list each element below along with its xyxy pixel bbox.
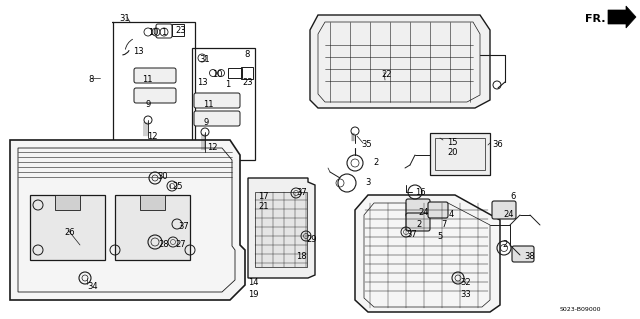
Text: 31: 31: [119, 14, 130, 23]
FancyBboxPatch shape: [134, 68, 176, 83]
Text: 19: 19: [248, 290, 259, 299]
Text: 18: 18: [296, 252, 307, 261]
Text: 11: 11: [142, 75, 152, 84]
Text: 14: 14: [248, 278, 259, 287]
Bar: [435, 138, 485, 170]
Text: 12: 12: [147, 132, 157, 141]
Text: 2: 2: [502, 240, 508, 249]
Text: 10: 10: [148, 28, 159, 37]
Text: 24: 24: [418, 208, 429, 217]
Text: 30: 30: [157, 172, 168, 181]
Text: 38: 38: [524, 252, 535, 261]
Text: 35: 35: [361, 140, 372, 149]
Text: 1: 1: [225, 80, 230, 89]
FancyBboxPatch shape: [428, 202, 448, 218]
Text: 13: 13: [197, 78, 207, 87]
Text: 34: 34: [87, 282, 98, 291]
Text: 10: 10: [212, 70, 223, 79]
Text: 20: 20: [447, 148, 458, 157]
Text: 29: 29: [306, 235, 317, 244]
Bar: [172, 24, 184, 36]
Text: 8: 8: [88, 75, 93, 84]
Text: 6: 6: [510, 192, 515, 201]
Text: 23: 23: [175, 26, 186, 35]
Text: 5: 5: [437, 232, 442, 241]
Text: 9: 9: [203, 118, 208, 127]
Text: S023-B09000: S023-B09000: [560, 307, 602, 312]
Text: 21: 21: [258, 202, 269, 211]
Text: 8: 8: [244, 50, 250, 59]
Polygon shape: [310, 15, 490, 108]
FancyBboxPatch shape: [194, 111, 240, 126]
Bar: [55, 195, 80, 210]
Text: 16: 16: [415, 188, 426, 197]
Bar: [30, 195, 105, 260]
Text: 1: 1: [161, 28, 166, 37]
Polygon shape: [355, 195, 500, 312]
Text: 37: 37: [178, 222, 189, 231]
Text: FR.: FR.: [585, 14, 605, 24]
FancyBboxPatch shape: [406, 199, 430, 217]
Text: 4: 4: [449, 210, 454, 219]
Text: 33: 33: [460, 290, 471, 299]
Text: 2: 2: [416, 220, 421, 229]
Text: 36: 36: [492, 140, 503, 149]
Text: 22: 22: [381, 70, 392, 79]
Text: 13: 13: [133, 47, 143, 56]
Text: 17: 17: [258, 192, 269, 201]
Polygon shape: [608, 6, 636, 28]
Text: 28: 28: [158, 240, 168, 249]
FancyBboxPatch shape: [134, 88, 176, 103]
Text: 25: 25: [172, 182, 182, 191]
Text: 26: 26: [64, 228, 75, 237]
Text: 23: 23: [242, 78, 253, 87]
FancyBboxPatch shape: [492, 201, 516, 219]
Text: 37: 37: [406, 230, 417, 239]
Text: 24: 24: [503, 210, 513, 219]
Polygon shape: [248, 178, 315, 278]
Text: 7: 7: [441, 220, 446, 229]
Text: 3: 3: [365, 178, 371, 187]
Bar: [115, 195, 190, 260]
FancyBboxPatch shape: [194, 93, 240, 108]
Text: 27: 27: [175, 240, 186, 249]
FancyBboxPatch shape: [406, 213, 430, 231]
Text: 2: 2: [373, 158, 378, 167]
Bar: [228, 68, 242, 78]
Bar: [140, 195, 165, 210]
Polygon shape: [10, 140, 245, 300]
Text: 11: 11: [203, 100, 214, 109]
Text: 37: 37: [296, 188, 307, 197]
Text: 32: 32: [460, 278, 470, 287]
Bar: [255, 192, 307, 267]
Bar: [430, 133, 490, 175]
FancyBboxPatch shape: [512, 246, 534, 262]
Text: 9: 9: [145, 100, 150, 109]
Text: 15: 15: [447, 138, 458, 147]
Bar: [241, 67, 253, 79]
Text: 31: 31: [199, 55, 210, 64]
Text: 12: 12: [207, 143, 218, 152]
